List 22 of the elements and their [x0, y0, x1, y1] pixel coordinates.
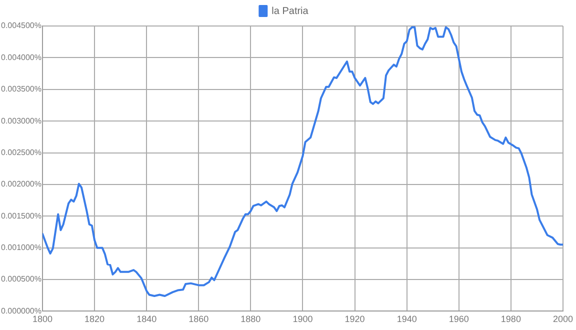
y-tick-label: 0.002500%: [0, 148, 42, 157]
y-tick-label: 0.001500%: [0, 211, 42, 220]
y-tick-label: 0.002000%: [0, 180, 42, 189]
y-tick-label: 0.004000%: [0, 52, 42, 62]
x-tick-label: 1940: [396, 314, 417, 324]
x-tick-label: 1920: [344, 314, 365, 324]
y-tick-label: 0.003000%: [0, 116, 42, 126]
x-tick-label: 1980: [500, 314, 521, 324]
x-tick-label: 1880: [240, 314, 261, 324]
x-tick-label: 1800: [32, 314, 52, 324]
y-tick-label: 0.000500%: [0, 274, 42, 284]
y-tick-label: 0.003500%: [0, 84, 42, 94]
x-tick-label: 1840: [136, 314, 157, 324]
y-tick-label: 0.004500%: [0, 21, 42, 30]
legend-label: la Patria: [272, 6, 309, 17]
y-tick-label: 0.001000%: [0, 243, 42, 252]
x-tick-label: 2000: [552, 314, 574, 324]
y-tick-label: 0.000000%: [0, 306, 42, 316]
x-tick-label: 1860: [188, 314, 209, 324]
x-tick-label: 1960: [448, 314, 469, 324]
x-tick-label: 1900: [292, 314, 313, 324]
x-tick-label: 1820: [84, 314, 105, 324]
